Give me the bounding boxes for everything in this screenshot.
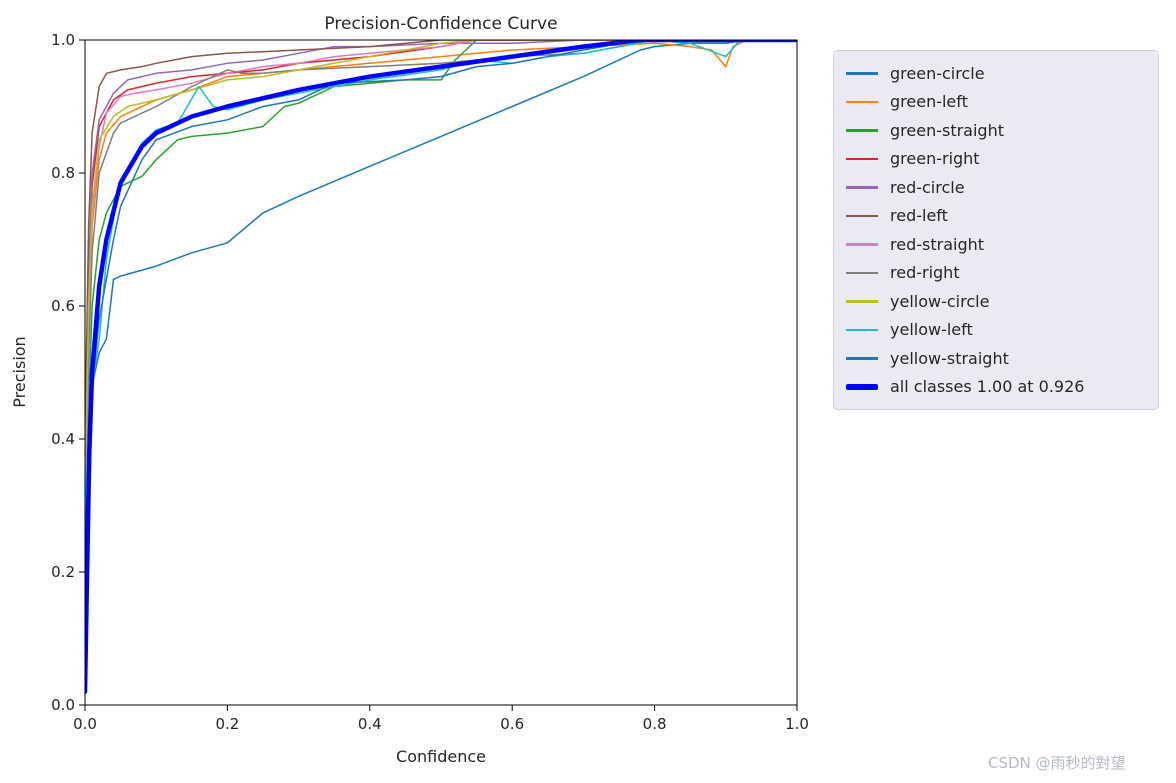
y-axis-label: Precision [10,336,29,407]
chart-title: Precision-Confidence Curve [324,14,557,34]
series-line-green-circle [85,40,748,507]
series-line-yellow-left [85,40,741,507]
legend: green-circle green-left green-straight g… [833,50,1159,410]
legend-swatch [846,328,878,331]
legend-item: red-circle [846,173,1146,201]
series-line-red-straight [85,40,656,507]
y-tick-label: 0.0 [51,696,75,714]
legend-label: red-right [890,263,960,283]
series-line-red-right [85,40,656,540]
legend-label: green-right [890,149,980,169]
y-tick-label: 0.2 [51,563,75,581]
legend-item: red-left [846,202,1146,230]
legend-label: yellow-left [890,320,973,340]
series-line-all-classes-1-00-at-0-926 [85,40,797,694]
legend-item: all classes 1.00 at 0.926 [846,373,1146,401]
x-tick-label: 0.4 [358,715,382,733]
y-tick-label: 0.8 [51,164,75,182]
plot-frame [84,39,798,706]
series-line-red-left [85,40,656,440]
legend-swatch [846,72,878,75]
legend-swatch [846,214,878,217]
axes-group: 0.0 0.2 0.4 0.6 0.8 1.0 0.0 0.2 0.4 0.6 0.8 1.0 [51,31,809,733]
series-line-yellow-circle [85,40,656,507]
legend-item: red-straight [846,230,1146,258]
y-tick-label: 0.4 [51,430,75,448]
legend-swatch [846,271,878,274]
legend-swatch [846,157,878,160]
legend-label: green-circle [890,63,985,83]
x-tick-label: 0.0 [73,715,97,733]
legend-label: red-circle [890,177,965,197]
legend-swatch [846,383,878,390]
x-tick-label: 0.2 [215,715,239,733]
x-tick-label: 0.8 [643,715,667,733]
series-line-green-straight [85,40,656,560]
legend-label: red-left [890,206,948,226]
legend-swatch [846,243,878,246]
legend-swatch [846,129,878,132]
x-axis-label: Confidence [396,747,486,766]
legend-swatch [846,357,878,360]
y-tick-label: 1.0 [51,31,75,49]
legend-item: yellow-circle [846,287,1146,315]
x-tick-label: 0.6 [500,715,524,733]
legend-label: all classes 1.00 at 0.926 [890,377,1085,397]
x-tick-label: 1.0 [785,715,809,733]
legend-swatch [846,100,878,103]
y-tick-label: 0.6 [51,297,75,315]
legend-label: green-left [890,92,968,112]
legend-label: yellow-straight [890,348,1009,368]
legend-swatch [846,186,878,189]
legend-label: yellow-circle [890,291,990,311]
legend-item: yellow-left [846,316,1146,344]
legend-swatch [846,300,878,303]
legend-item: green-straight [846,116,1146,144]
legend-item: green-left [846,88,1146,116]
series-line-red-circle [85,40,727,474]
legend-item: yellow-straight [846,344,1146,372]
legend-item: red-right [846,259,1146,287]
legend-item: green-right [846,145,1146,173]
legend-label: green-straight [890,120,1004,140]
series-line-yellow-straight [85,40,642,540]
legend-label: red-straight [890,234,985,254]
watermark: CSDN @雨秒的對望 [988,754,1126,772]
series-line-green-right [85,40,656,507]
legend-item: green-circle [846,59,1146,87]
series-group [85,40,797,694]
